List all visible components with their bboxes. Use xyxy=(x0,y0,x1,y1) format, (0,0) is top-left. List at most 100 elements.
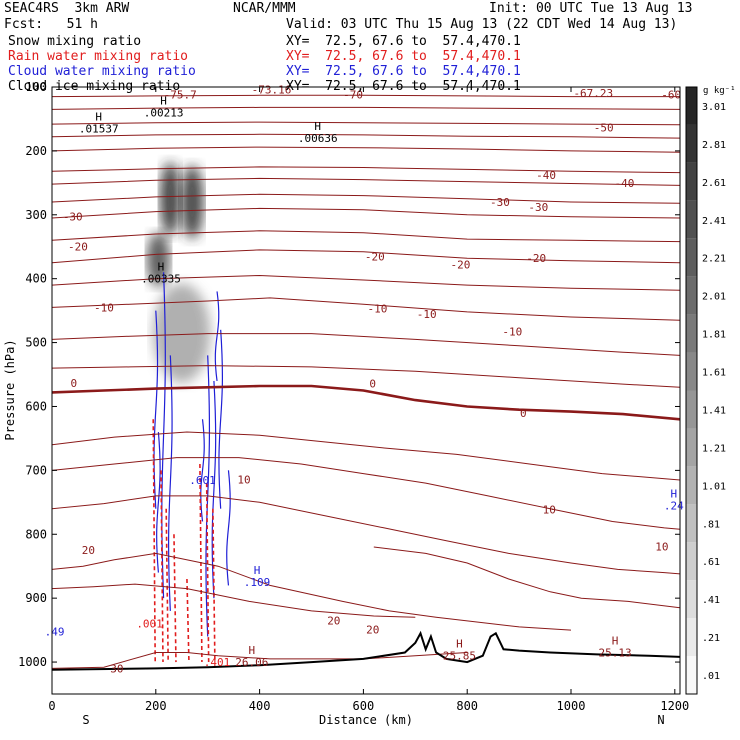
y-tick-label: 400 xyxy=(25,272,47,286)
contour-label: 10 xyxy=(655,540,668,553)
colorbar-segment xyxy=(686,200,697,239)
y-tick-label: 700 xyxy=(25,463,47,477)
colorbar-label: 2.01 xyxy=(702,292,726,303)
contour-label: -30 xyxy=(490,196,510,209)
snow-shading xyxy=(159,162,181,236)
colorbar-label: 2.21 xyxy=(702,254,726,265)
temperature-contour xyxy=(52,365,680,388)
max-value-label: .49 xyxy=(45,625,65,638)
temperature-contour xyxy=(52,333,680,356)
colorbar-label: .61 xyxy=(702,557,720,568)
max-value-label: .24 xyxy=(664,500,684,513)
field-label-cloudice: Cloud ice mixing ratio xyxy=(8,79,181,94)
x-tick-label: 0 xyxy=(48,699,55,713)
colorbar-segment xyxy=(686,314,697,353)
rain-water-contour xyxy=(152,419,157,663)
contour-label: -20 xyxy=(68,241,88,254)
x-tick-label: 600 xyxy=(353,699,375,713)
snow-shading xyxy=(153,283,211,383)
cloud-water-contour xyxy=(211,380,217,599)
contour-label: -10 xyxy=(417,308,437,321)
y-tick-label: 300 xyxy=(25,208,47,222)
colorbar-segment xyxy=(686,542,697,581)
colorbar-label: 1.41 xyxy=(702,405,726,416)
field-label-rain: Rain water mixing ratio xyxy=(8,49,189,64)
contour-label: 20 xyxy=(366,623,379,636)
temperature-contour xyxy=(52,495,680,575)
temperature-contour xyxy=(52,94,680,98)
colorbar-segment xyxy=(686,352,697,391)
max-value-label: 25.13 xyxy=(599,646,632,659)
contour-label: 10 xyxy=(543,503,556,516)
north-label: N xyxy=(657,713,664,727)
temperature-contour xyxy=(52,121,680,126)
cloud-water-contour xyxy=(226,470,231,586)
colorbar-segment xyxy=(686,466,697,505)
colorbar-segment xyxy=(686,618,697,657)
colorbar-segment xyxy=(686,87,697,125)
colorbar-label: .81 xyxy=(702,519,720,530)
field-label-cloudwater: Cloud water mixing ratio xyxy=(8,64,196,79)
temperature-contour xyxy=(52,552,572,631)
cloud-water-contour xyxy=(214,291,220,381)
rain-water-contour xyxy=(160,470,164,663)
contour-label: -20 xyxy=(526,252,546,265)
y-tick-label: 1000 xyxy=(18,655,47,669)
temperature-contour xyxy=(52,583,416,618)
terrain-line xyxy=(52,630,680,671)
colorbar-label: 1.61 xyxy=(702,368,726,379)
colorbar-segment xyxy=(686,504,697,543)
y-tick-label: 100 xyxy=(25,80,47,94)
contour-label: 0 xyxy=(520,407,527,420)
temperature-contour xyxy=(52,457,680,530)
y-tick-label: 800 xyxy=(25,527,47,541)
max-value-label: .01537 xyxy=(79,123,119,136)
max-value-label: .001 xyxy=(136,618,163,631)
colorbar: .01 .21 .41 .61 .81 1.01 1.21 1.41 1.61 1.81 2.01 2… xyxy=(685,86,736,695)
forecast-hour: Fcst: 51 h xyxy=(4,17,98,32)
colorbar-label: .01 xyxy=(702,671,720,682)
contour-label: -60 xyxy=(661,89,681,102)
max-marker: H xyxy=(254,564,261,577)
rain-water-contour xyxy=(165,508,169,663)
max-value-label: .00213 xyxy=(144,107,184,120)
cloud-water-contour xyxy=(218,329,224,509)
contour-label: -50 xyxy=(594,121,614,134)
y-tick-label: 900 xyxy=(25,591,47,605)
colorbar-label: 3.01 xyxy=(702,102,726,113)
max-marker: H xyxy=(456,638,463,651)
contour-label: 20 xyxy=(82,544,95,557)
rain-water-contour xyxy=(173,534,177,663)
max-marker: H xyxy=(95,111,102,124)
colorbar-label: 2.41 xyxy=(702,216,726,227)
max-marker: H xyxy=(670,488,677,501)
contour-label: -30 xyxy=(528,201,548,214)
cloud-water-contour xyxy=(200,419,205,522)
rain-water-contour xyxy=(212,508,216,663)
temperature-contour xyxy=(52,431,680,481)
cloud-water-contour xyxy=(156,431,161,573)
contour-label: -20 xyxy=(451,259,471,272)
temperature-contour xyxy=(52,652,468,669)
temperature-contour xyxy=(52,133,680,139)
label-layer: -75.7 -73.16 -70 -67.23 -60-50-40-40-30 -30-3… xyxy=(45,84,684,676)
temperature-contour xyxy=(373,546,680,609)
contour-label: -20 xyxy=(365,250,385,263)
temperature-contour xyxy=(52,193,680,204)
colorbar-segment xyxy=(686,656,697,694)
colorbar-segment xyxy=(686,276,697,315)
max-marker: H xyxy=(158,261,165,274)
temperature-contour xyxy=(52,274,680,291)
run-title: SEAC4RS 3km ARW xyxy=(4,1,130,16)
rain-water-contour xyxy=(186,578,190,663)
contour-label: -40 xyxy=(536,169,556,182)
contour-label: -10 xyxy=(94,301,114,314)
contour-label: 30 xyxy=(110,662,123,675)
field-xy-snow: XY= 72.5, 67.6 to 57.4,470.1 xyxy=(286,34,521,49)
contour-label: -10 xyxy=(502,326,522,339)
temperature-contour xyxy=(52,249,680,264)
snow-shading xyxy=(180,165,204,239)
temperature-contour xyxy=(52,146,680,153)
x-tick-label: 400 xyxy=(249,699,271,713)
